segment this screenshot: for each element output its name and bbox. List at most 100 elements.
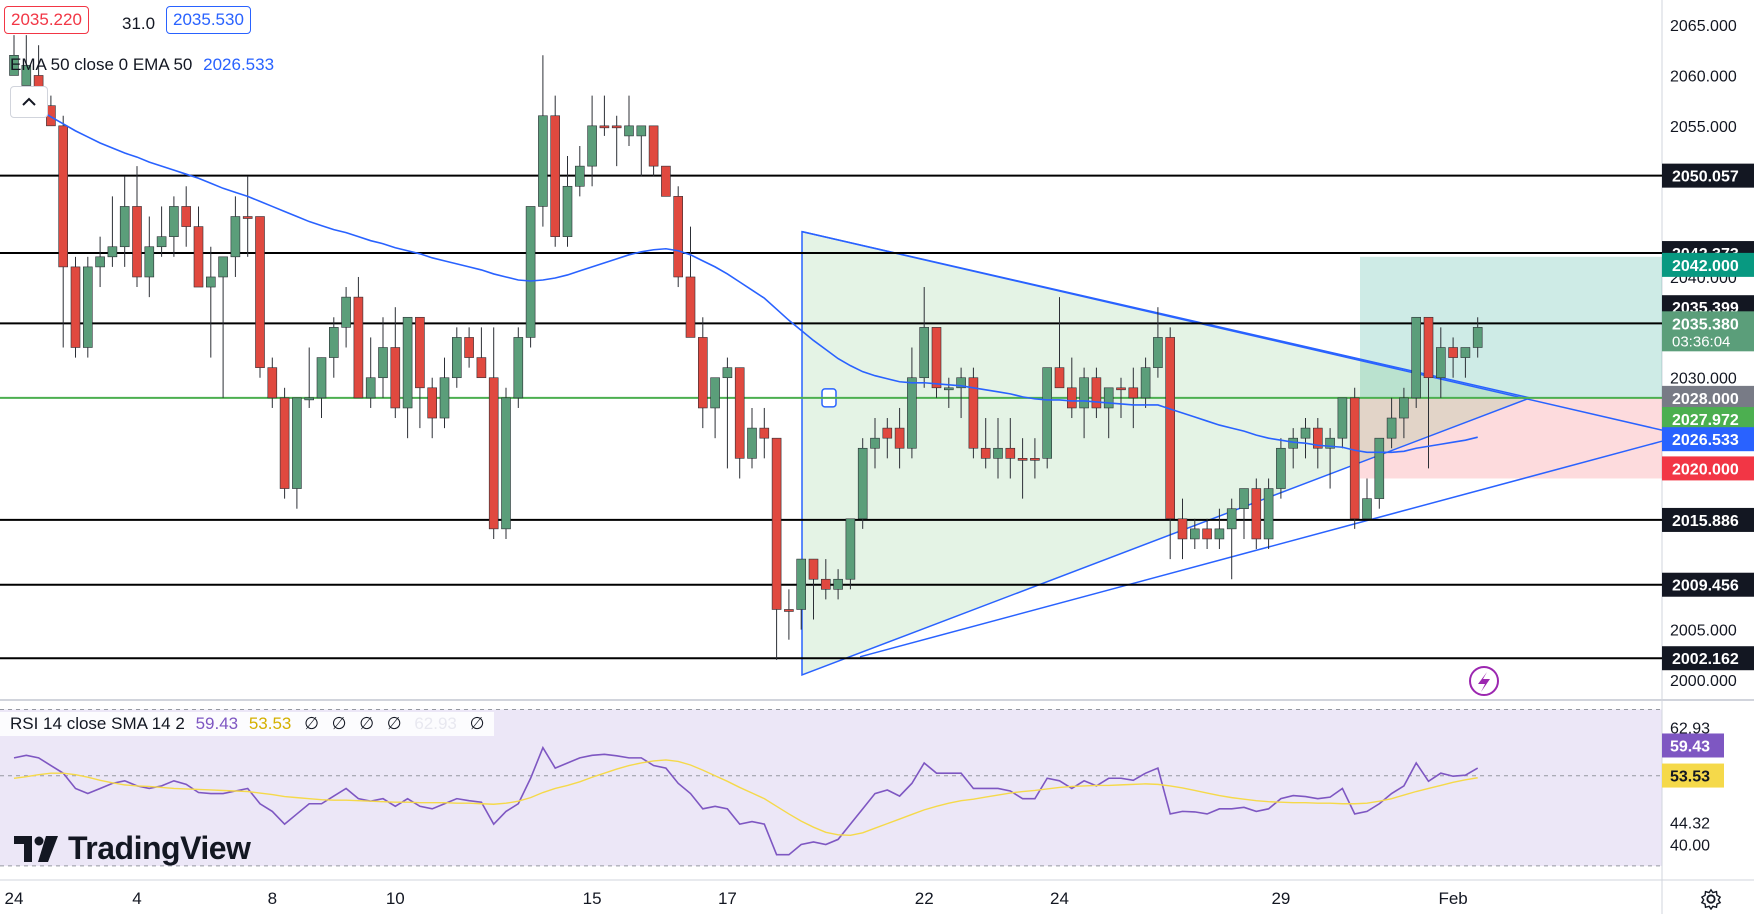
gear-icon[interactable] bbox=[1700, 888, 1722, 910]
candle-body bbox=[857, 447, 868, 520]
ema-legend[interactable]: EMA 50 close 0 EMA 50 2026.533 bbox=[10, 55, 274, 75]
candle-body bbox=[1436, 347, 1446, 379]
rsi-label: RSI 14 close SMA 14 2 bbox=[10, 714, 185, 733]
candle-body bbox=[378, 347, 388, 379]
ask-price-box[interactable]: 2035.530 bbox=[166, 6, 251, 34]
candle-body bbox=[1190, 528, 1200, 540]
rsi-tag-label: 53.53 bbox=[1670, 769, 1710, 786]
candle-body bbox=[574, 165, 585, 187]
candle-body bbox=[341, 296, 351, 328]
rsi-null-1: ∅ bbox=[304, 714, 319, 733]
candle-body bbox=[267, 367, 278, 399]
candle-body bbox=[1337, 397, 1348, 439]
lightning-icon-bolt bbox=[1478, 672, 1490, 692]
candle-body bbox=[599, 125, 610, 129]
candle-body bbox=[882, 427, 893, 439]
candle-body bbox=[1374, 437, 1385, 499]
candle-body bbox=[1300, 427, 1311, 439]
candle-body bbox=[1165, 337, 1175, 520]
candle-body bbox=[968, 377, 979, 449]
spread-value: 31.0 bbox=[122, 14, 156, 33]
candle-body bbox=[9, 55, 19, 76]
candle-body bbox=[21, 65, 32, 86]
time-axis-tick-label: 22 bbox=[915, 889, 934, 908]
candle-body bbox=[661, 165, 671, 197]
candle-body bbox=[1214, 528, 1225, 540]
candle-body bbox=[144, 246, 155, 278]
candle-body bbox=[181, 206, 191, 227]
ema-value: 2026.533 bbox=[203, 55, 275, 74]
price-tag-label: 2035.380 bbox=[1672, 316, 1739, 333]
time-axis-tick-label: 29 bbox=[1271, 889, 1290, 908]
lightning-icon[interactable] bbox=[1469, 666, 1499, 696]
tradingview-logo-icon bbox=[14, 835, 58, 862]
candle-body bbox=[156, 236, 167, 248]
price-tag-label: 2042.000 bbox=[1672, 258, 1739, 275]
candle-body bbox=[1030, 458, 1040, 461]
candle-body bbox=[1448, 347, 1458, 358]
candle-body bbox=[1116, 387, 1126, 391]
candle-body bbox=[415, 316, 425, 389]
time-axis-tick-label: 24 bbox=[1050, 889, 1069, 908]
candle-body bbox=[538, 115, 548, 207]
candle-body bbox=[1349, 397, 1360, 520]
candle-body bbox=[784, 609, 794, 612]
candle-body bbox=[193, 226, 204, 288]
candle-body bbox=[1313, 427, 1323, 449]
candle-body bbox=[870, 437, 880, 449]
countdown-label: 03:36:04 bbox=[1672, 333, 1730, 350]
ema-50-line bbox=[13, 94, 1478, 454]
candle-body bbox=[673, 196, 684, 278]
price-tag-background bbox=[1662, 572, 1754, 597]
candle-body bbox=[169, 206, 179, 237]
candle-body bbox=[292, 397, 302, 489]
candle-body bbox=[464, 337, 474, 358]
candle-body bbox=[771, 437, 782, 610]
price-tag-label: 2002.162 bbox=[1672, 651, 1739, 668]
candle-body bbox=[833, 578, 843, 590]
candle-body bbox=[1017, 458, 1028, 461]
candle-body bbox=[58, 125, 69, 268]
candle-body bbox=[451, 337, 462, 379]
rsi-sma-value: 53.53 bbox=[248, 714, 292, 733]
candle-body bbox=[1054, 367, 1065, 389]
candle-body bbox=[894, 427, 905, 449]
price-tag-background bbox=[1662, 646, 1754, 671]
candle-body bbox=[808, 558, 819, 580]
candle-body bbox=[1067, 387, 1077, 409]
candle-body bbox=[119, 206, 130, 248]
bid-price-box[interactable]: 2035.220 bbox=[4, 6, 89, 34]
collapse-legend-button[interactable] bbox=[10, 86, 48, 118]
candle-body bbox=[365, 377, 376, 399]
rsi-value-tag bbox=[1662, 733, 1724, 758]
price-axis-tick-label: 2005.000 bbox=[1670, 623, 1737, 640]
rsi-legend[interactable]: RSI 14 close SMA 14 2 59.43 53.53 ∅ ∅ ∅ … bbox=[0, 712, 495, 736]
candle-body bbox=[1423, 316, 1434, 379]
rsi-tag-label: 59.43 bbox=[1670, 738, 1710, 755]
price-tag-background bbox=[1662, 407, 1754, 432]
candle-body bbox=[402, 316, 413, 409]
price-axis-tick-label: 2030.000 bbox=[1670, 371, 1737, 388]
time-axis-tick-label: 15 bbox=[583, 889, 602, 908]
candle-body bbox=[907, 377, 917, 449]
candle-body bbox=[1411, 316, 1421, 399]
candle-body bbox=[587, 125, 597, 167]
candle-body bbox=[820, 578, 831, 590]
candle-body bbox=[1472, 327, 1483, 348]
price-tag-label: 2020.000 bbox=[1672, 461, 1739, 478]
time-axis-tick-label: 17 bbox=[718, 889, 737, 908]
candle-body bbox=[562, 185, 573, 237]
tradingview-logo[interactable]: TradingView bbox=[14, 830, 251, 867]
candle-body bbox=[255, 216, 265, 368]
candle-body bbox=[1153, 337, 1163, 368]
logo-text: TradingView bbox=[68, 830, 251, 866]
candle-body bbox=[1140, 367, 1151, 399]
price-tag-label: 2015.886 bbox=[1672, 513, 1739, 530]
price-tag-label: 2050.057 bbox=[1672, 169, 1739, 186]
candle-body bbox=[1362, 498, 1372, 520]
rsi-axis-tick-label: 40.00 bbox=[1670, 838, 1710, 855]
candle-body bbox=[95, 256, 105, 268]
time-axis-tick-label: Feb bbox=[1438, 889, 1467, 908]
price-tag-background bbox=[1662, 507, 1754, 532]
